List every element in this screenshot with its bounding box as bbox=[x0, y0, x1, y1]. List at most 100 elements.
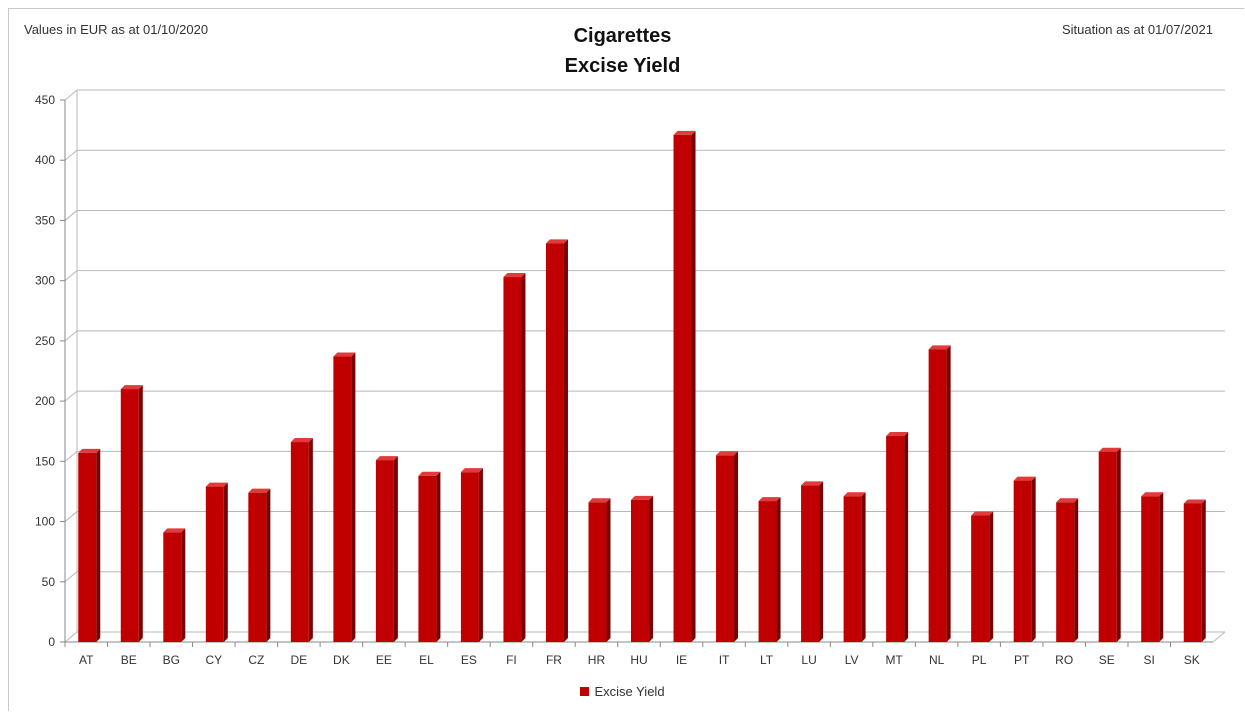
situation-note: Situation as at 01/07/2021 bbox=[1061, 22, 1213, 37]
bar bbox=[333, 356, 352, 642]
bar-top bbox=[886, 432, 909, 437]
bar-top bbox=[971, 511, 994, 516]
x-tick-label: ES bbox=[461, 653, 477, 667]
chart-frame bbox=[8, 8, 1244, 711]
x-tick-label: FI bbox=[506, 653, 517, 667]
bar bbox=[1141, 496, 1160, 642]
x-tick-label: SE bbox=[1099, 653, 1115, 667]
chart-title: Cigarettes bbox=[573, 25, 672, 47]
x-tick-label: RO bbox=[1055, 653, 1073, 667]
bar-side bbox=[989, 511, 994, 642]
bar-side bbox=[1201, 499, 1206, 642]
x-tick-label: DE bbox=[291, 653, 308, 667]
gridline-side bbox=[64, 210, 78, 221]
bar-top bbox=[843, 492, 866, 497]
bar-side bbox=[861, 492, 866, 642]
values-note: Values in EUR as at 01/10/2020 bbox=[24, 22, 209, 37]
bar-side bbox=[223, 482, 228, 642]
x-tick-label: IT bbox=[719, 653, 730, 667]
bar bbox=[801, 485, 820, 642]
bar bbox=[928, 349, 947, 642]
bar-top bbox=[1056, 498, 1079, 503]
bar-side bbox=[776, 497, 781, 642]
bar-side bbox=[393, 456, 398, 642]
bar bbox=[631, 499, 649, 642]
bar-top bbox=[716, 451, 739, 456]
bar bbox=[205, 486, 224, 642]
bar-top bbox=[1013, 476, 1036, 481]
x-tick-label: AT bbox=[79, 653, 94, 667]
y-tick-label: 150 bbox=[35, 454, 55, 468]
bar-side bbox=[819, 481, 824, 642]
bar-side bbox=[181, 528, 186, 642]
bar bbox=[78, 452, 97, 642]
bar-top bbox=[418, 471, 441, 476]
bar-top bbox=[120, 385, 143, 390]
bar bbox=[971, 515, 990, 642]
gridline-side bbox=[64, 149, 78, 161]
x-tick-label: IE bbox=[676, 653, 687, 667]
bar bbox=[1056, 502, 1075, 642]
bar-top bbox=[163, 528, 186, 533]
bar bbox=[460, 472, 479, 642]
x-tick-label: HR bbox=[588, 653, 606, 667]
bar bbox=[418, 475, 437, 642]
bar bbox=[1098, 451, 1117, 642]
bar-side bbox=[351, 352, 356, 642]
x-tick-label: LV bbox=[845, 653, 859, 667]
bar-side bbox=[436, 471, 441, 642]
bar-side bbox=[691, 130, 696, 642]
bar-side bbox=[478, 468, 483, 642]
bar-top bbox=[673, 130, 696, 135]
y-tick-label: 450 bbox=[35, 93, 55, 107]
legend: Excise Yield bbox=[0, 684, 1245, 699]
legend-label: Excise Yield bbox=[594, 684, 665, 699]
x-tick-label: BE bbox=[121, 653, 137, 667]
bar-top bbox=[801, 481, 824, 486]
bar-top bbox=[78, 448, 101, 453]
y-tick-label: 400 bbox=[35, 153, 55, 167]
bar bbox=[716, 455, 735, 642]
y-tick-label: 100 bbox=[35, 515, 55, 529]
bar bbox=[375, 460, 394, 642]
bar-side bbox=[1074, 498, 1079, 642]
floor-edge bbox=[1212, 631, 1226, 643]
bar bbox=[545, 243, 564, 642]
bar-side bbox=[138, 385, 143, 642]
gridline-side bbox=[64, 631, 78, 643]
x-tick-label: HU bbox=[630, 653, 647, 667]
y-tick-label: 250 bbox=[35, 334, 55, 348]
gridline-side bbox=[64, 330, 78, 342]
bar bbox=[673, 134, 692, 642]
bar-side bbox=[1116, 447, 1121, 642]
bar-top bbox=[928, 345, 951, 350]
bar bbox=[248, 492, 267, 642]
bar-side bbox=[734, 451, 739, 642]
bar-side bbox=[606, 498, 611, 642]
bar-side bbox=[946, 345, 951, 642]
bar bbox=[163, 532, 182, 642]
gridline-side bbox=[64, 450, 78, 462]
bar bbox=[503, 277, 522, 642]
bar-top bbox=[290, 438, 313, 443]
bar bbox=[1183, 503, 1202, 642]
bar-top bbox=[503, 273, 526, 278]
x-tick-label: PT bbox=[1014, 653, 1030, 667]
bar-side bbox=[649, 495, 653, 642]
bar-top bbox=[375, 456, 398, 461]
gridline-side bbox=[64, 511, 78, 522]
bar-top bbox=[460, 468, 483, 473]
x-tick-label: DK bbox=[333, 653, 350, 667]
bar-top bbox=[205, 482, 228, 487]
bar-top bbox=[1183, 499, 1206, 504]
x-tick-label: LU bbox=[801, 653, 816, 667]
y-tick-label: 200 bbox=[35, 394, 55, 408]
gridline-side bbox=[64, 270, 78, 282]
bar-side bbox=[308, 438, 313, 642]
bar bbox=[588, 502, 607, 642]
bar-top bbox=[758, 497, 781, 502]
bar-top bbox=[631, 495, 653, 500]
legend-swatch bbox=[580, 687, 590, 696]
x-tick-label: CY bbox=[205, 653, 222, 667]
